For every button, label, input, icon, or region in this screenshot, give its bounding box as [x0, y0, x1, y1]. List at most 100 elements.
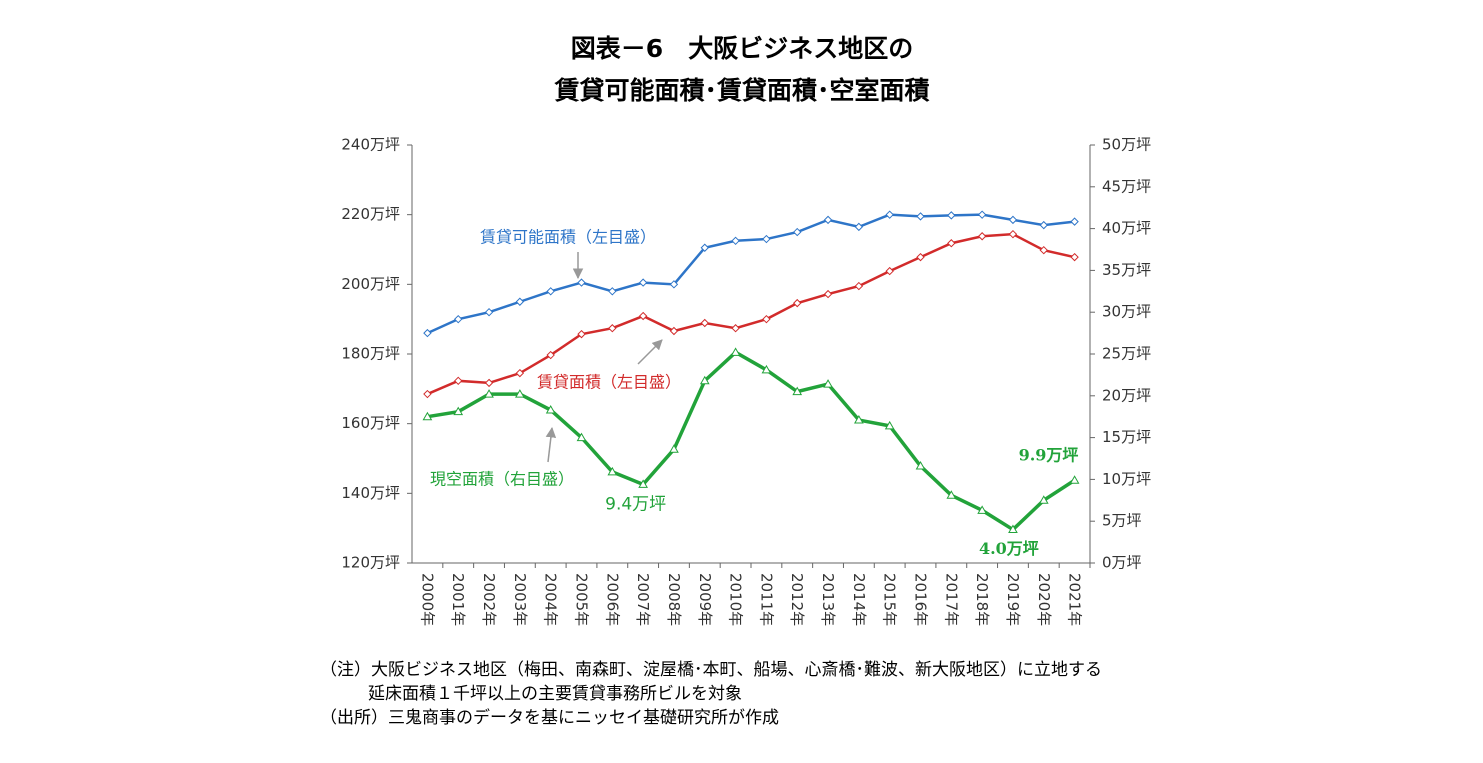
- marker: [1008, 215, 1018, 225]
- note: 延床面積１千坪以上の主要賃貸事務所ビルを対象: [368, 684, 742, 704]
- x-tick-label: 2010年: [727, 573, 745, 626]
- marker: [545, 405, 556, 414]
- y2-tick-label: 45万坪: [1102, 177, 1151, 195]
- y2-tick-label: 20万坪: [1102, 386, 1151, 404]
- marker: [454, 376, 463, 386]
- y-tick-label: 140万坪: [341, 484, 400, 502]
- marker: [885, 210, 894, 219]
- marker: [793, 298, 802, 308]
- marker: [1039, 245, 1048, 255]
- y-tick-label: 240万坪: [341, 136, 400, 154]
- marker: [607, 466, 618, 476]
- series-line: [426, 213, 1075, 335]
- series-line: [427, 350, 1076, 532]
- data-label: 9.9万坪: [1019, 446, 1079, 465]
- data-label: 9.4万坪: [605, 494, 666, 514]
- marker: [669, 326, 679, 336]
- marker: [577, 278, 586, 287]
- marker: [731, 236, 740, 245]
- marker: [761, 364, 772, 374]
- marker: [669, 444, 679, 453]
- marker: [1008, 229, 1018, 239]
- x-tick-label: 2014年: [850, 573, 868, 626]
- marker: [638, 479, 648, 488]
- x-tick-label: 2004年: [542, 573, 560, 626]
- marker: [577, 329, 586, 339]
- y2-tick-label: 15万坪: [1102, 428, 1151, 446]
- x-tick-label: 2016年: [912, 573, 930, 626]
- marker: [515, 389, 525, 398]
- marker: [608, 287, 617, 296]
- marker: [1070, 217, 1079, 226]
- marker: [885, 266, 894, 276]
- x-tick-label: 2017年: [942, 573, 960, 626]
- marker: [823, 379, 833, 388]
- x-tick-label: 2018年: [973, 573, 991, 626]
- marker: [1038, 495, 1049, 504]
- marker: [484, 378, 494, 388]
- marker: [946, 490, 957, 499]
- y2-tick-label: 35万坪: [1102, 261, 1151, 279]
- note: （注）大阪ビジネス地区（梅田、南森町、淀屋橋･本町、船場、心斎橋･難波、新大阪地…: [320, 660, 1102, 680]
- y-tick-label: 200万坪: [341, 275, 400, 293]
- marker: [669, 280, 679, 289]
- marker: [916, 252, 925, 262]
- annotation: 賃貸面積（左目盛）: [537, 373, 681, 392]
- marker: [1039, 220, 1048, 230]
- marker: [484, 389, 494, 398]
- marker: [854, 415, 864, 424]
- x-tick-label: 2008年: [665, 573, 683, 626]
- marker: [823, 289, 833, 299]
- marker: [731, 324, 740, 333]
- y2-tick-label: 10万坪: [1102, 470, 1151, 488]
- marker: [546, 287, 555, 296]
- marker: [854, 281, 864, 291]
- marker: [423, 328, 432, 338]
- marker: [422, 411, 433, 421]
- y-tick-label: 220万坪: [341, 205, 400, 223]
- marker: [884, 420, 895, 430]
- series-line: [426, 232, 1075, 396]
- marker: [700, 318, 709, 328]
- marker: [484, 307, 494, 317]
- marker: [423, 389, 432, 399]
- marker: [638, 311, 648, 321]
- x-tick-label: 2001年: [449, 573, 467, 626]
- marker: [947, 239, 956, 248]
- marker: [823, 215, 833, 225]
- y2-tick-label: 50万坪: [1102, 136, 1151, 154]
- marker: [515, 368, 525, 378]
- marker: [453, 406, 464, 416]
- x-tick-label: 2020年: [1035, 573, 1053, 626]
- y2-tick-label: 40万坪: [1102, 219, 1151, 237]
- x-tick-label: 2009年: [696, 573, 714, 626]
- marker: [792, 386, 803, 396]
- y-tick-label: 180万坪: [341, 345, 400, 363]
- chart-title: 図表－6 大阪ビジネス地区の: [571, 34, 913, 63]
- x-tick-label: 2006年: [603, 573, 621, 626]
- marker: [854, 222, 864, 232]
- x-tick-label: 2012年: [788, 573, 806, 626]
- marker: [700, 243, 709, 252]
- marker: [699, 375, 710, 385]
- y2-tick-label: 0万坪: [1102, 554, 1142, 572]
- marker: [576, 432, 587, 442]
- marker: [608, 324, 617, 333]
- x-tick-label: 2021年: [1066, 573, 1084, 626]
- x-tick-label: 2019年: [1004, 573, 1022, 626]
- marker: [977, 232, 987, 241]
- marker: [916, 212, 925, 221]
- data-label: 4.0万坪: [979, 539, 1039, 558]
- marker: [793, 227, 802, 237]
- marker: [1069, 475, 1080, 484]
- marker: [762, 314, 771, 324]
- y-tick-label: 160万坪: [341, 414, 400, 432]
- x-tick-label: 2007年: [634, 573, 652, 626]
- marker: [546, 350, 555, 360]
- marker: [947, 211, 956, 220]
- marker: [915, 461, 926, 470]
- marker: [1008, 524, 1018, 534]
- x-tick-label: 2015年: [881, 573, 899, 626]
- x-tick-label: 2002年: [480, 573, 498, 626]
